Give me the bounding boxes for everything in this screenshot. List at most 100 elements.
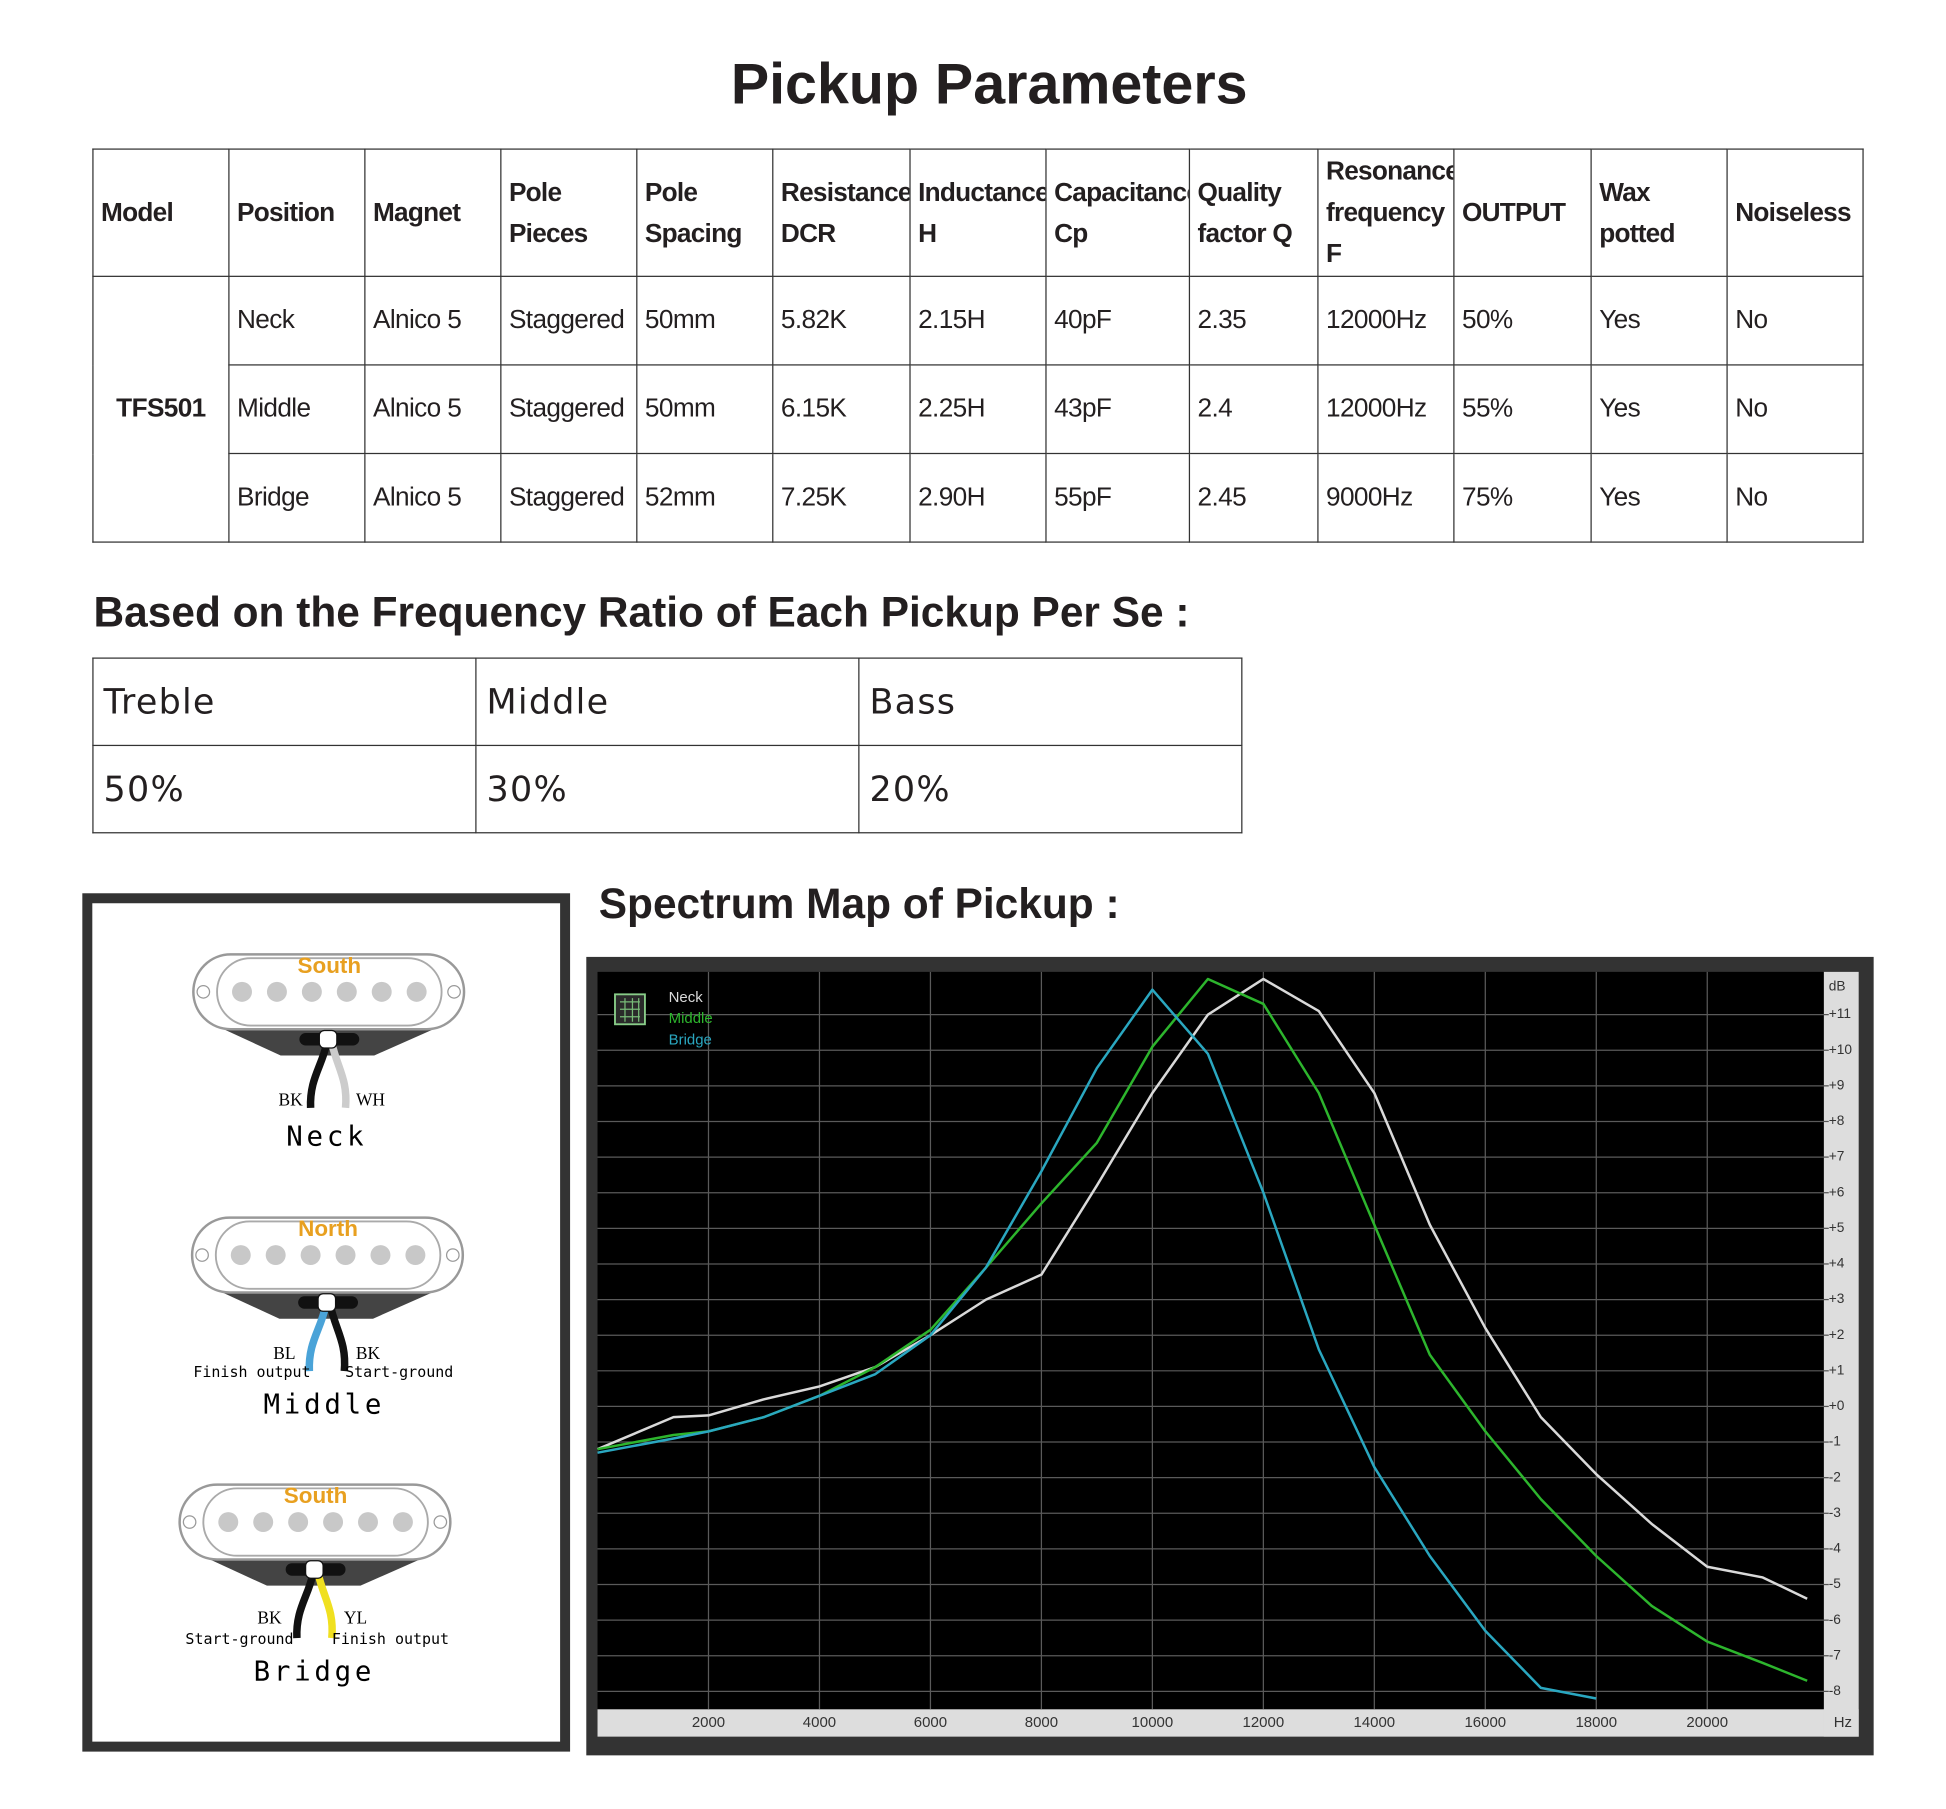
series-line (597, 977, 1808, 1600)
cell: 40pF (1045, 275, 1191, 366)
wire-code: BL (273, 1343, 295, 1363)
cell: Yes (1590, 275, 1728, 366)
y-tick-label: -4 (1829, 1541, 1842, 1556)
x-tick-label: 4000 (803, 1714, 836, 1731)
cell: 52mm (636, 452, 774, 543)
pole-piece (358, 1512, 378, 1533)
wire-role: Start-ground (345, 1363, 453, 1381)
cell: 30% (475, 744, 860, 834)
wire-code: BK (257, 1607, 282, 1627)
wire (305, 1305, 330, 1372)
pole-piece (266, 981, 287, 1002)
connector-cap (317, 1293, 337, 1312)
connector-cap (318, 1029, 338, 1049)
cell: Staggered (500, 275, 638, 366)
parameters-table: Model Position Magnet Pole Pieces Pole Spaci… (92, 148, 1864, 543)
cell: 9000Hz (1317, 452, 1455, 543)
y-tick-label: +11 (1829, 1006, 1851, 1021)
cell: Staggered (500, 452, 638, 543)
header-cell: Pole Pieces (500, 148, 638, 277)
y-tick-label: +2 (1829, 1327, 1845, 1342)
y-tick-label: -1 (1829, 1434, 1841, 1449)
pole-piece (300, 1245, 321, 1266)
section-title: Based on the Frequency Ratio of Each Pic… (93, 588, 1190, 637)
cell: 55pF (1045, 452, 1191, 543)
header-cell: Treble (92, 657, 477, 747)
mount-hole (196, 984, 211, 999)
y-tick-label: +5 (1829, 1220, 1845, 1235)
wire-code: BK (279, 1090, 304, 1110)
header-cell: Pole Spacing (636, 148, 774, 277)
pole-piece (323, 1512, 344, 1533)
pole-piece (371, 981, 392, 1002)
cell: Alnico 5 (364, 452, 502, 543)
wire-code: BK (356, 1343, 381, 1363)
y-tick-label: +4 (1829, 1256, 1845, 1271)
cell: No (1726, 275, 1864, 366)
cell: 50% (92, 744, 477, 834)
cell: Staggered (500, 364, 638, 455)
mount-hole (433, 1515, 448, 1529)
pole-piece (406, 981, 427, 1002)
y-tick-label: -3 (1829, 1505, 1842, 1520)
model-cell: TFS501 (92, 275, 230, 543)
legend-icon-grid (619, 998, 640, 1022)
wire-role: Finish output (332, 1630, 449, 1648)
pole-piece (230, 1245, 251, 1266)
wire (328, 1042, 350, 1109)
pole-piece (335, 1245, 356, 1266)
cell: Bridge (228, 452, 366, 543)
wire (293, 1572, 317, 1639)
y-tick-label: +9 (1829, 1077, 1845, 1092)
y-tick-label: +8 (1829, 1113, 1845, 1128)
x-tick-label: 10000 (1132, 1714, 1174, 1731)
cell: Neck (228, 275, 366, 366)
cell: Middle (228, 364, 366, 455)
x-axis-label: Hz (1834, 1714, 1852, 1731)
y-tick-label: +10 (1829, 1042, 1853, 1057)
pole-piece (392, 1512, 413, 1533)
header-cell: Position (228, 148, 366, 277)
y-tick-label: -5 (1829, 1576, 1842, 1591)
wire (326, 1305, 349, 1372)
polarity-label: South (284, 1483, 348, 1508)
y-tick-label: +6 (1829, 1184, 1845, 1199)
header-cell: Resonance frequency F (1317, 148, 1455, 277)
header-cell: Wax potted (1590, 148, 1728, 277)
pole-piece (265, 1245, 286, 1266)
y-tick-label: -6 (1829, 1612, 1842, 1627)
pole-piece (370, 1245, 391, 1266)
header-cell: Quality factor Q (1188, 148, 1319, 277)
wire-role: Finish output (193, 1363, 310, 1381)
y-tick-label: +0 (1829, 1398, 1845, 1413)
series-line (597, 988, 1597, 1700)
cell: 12000Hz (1317, 275, 1455, 366)
y-axis-label: dB (1829, 978, 1846, 993)
pole-piece (405, 1245, 426, 1266)
mount-hole (447, 984, 461, 999)
pickup-name: Neck (286, 1121, 367, 1152)
x-tick-label: 14000 (1354, 1714, 1396, 1731)
cell: Yes (1590, 364, 1728, 455)
cell: 2.15H (909, 275, 1047, 366)
pole-piece (336, 981, 357, 1002)
polarity-label: South (298, 953, 362, 978)
wire-code: WH (356, 1090, 385, 1110)
mount-hole (182, 1515, 197, 1529)
y-tick-label: -7 (1829, 1647, 1841, 1662)
pickup-inner (202, 1487, 429, 1557)
wire (314, 1572, 336, 1639)
cell: 2.45 (1188, 452, 1319, 543)
wire-role: Start-ground (185, 1630, 293, 1648)
pickup-name: Middle (264, 1390, 386, 1421)
header-cell: Noiseless (1726, 148, 1864, 277)
header-row: Treble Middle Bass (92, 657, 1243, 747)
ratio-table: Treble Middle Bass 50% 30% 20% (92, 657, 1243, 834)
cell: 2.25H (909, 364, 1047, 455)
pole-piece (301, 981, 322, 1002)
pickup-inner (214, 1220, 442, 1290)
legend-entry: Middle (669, 1010, 713, 1027)
pole-piece (218, 1512, 239, 1533)
cell: 50mm (636, 275, 774, 366)
